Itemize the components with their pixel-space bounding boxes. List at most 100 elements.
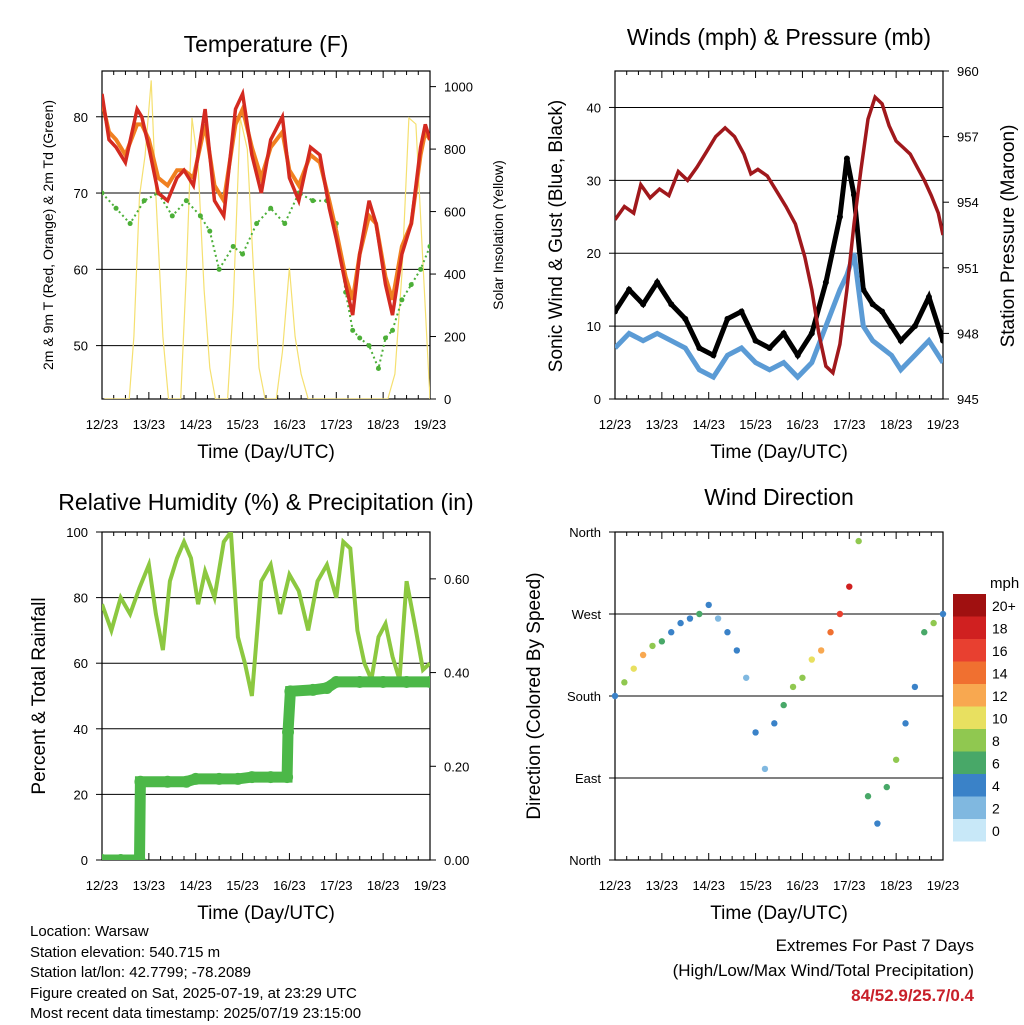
winds-xlabel: Time (Day/UTC) [710, 442, 848, 463]
y2-tick-label: 945 [957, 392, 979, 407]
dewpoint-point [310, 198, 316, 204]
direction-point [686, 615, 694, 622]
extremes-subtitle: (High/Low/Max Wind/Total Precipitation) [672, 961, 974, 980]
precip-point [245, 771, 258, 784]
precip-point [133, 854, 146, 860]
x-tick-label: 15/23 [739, 878, 772, 893]
temperature-panel: Temperature (F) 12/23 13/23 14/23 15/23 16/2… [40, 31, 506, 463]
x-tick-label: 13/23 [646, 878, 679, 893]
precip-point [281, 771, 294, 784]
winds-y2label: Station Pressure (Maroon) [998, 125, 1019, 348]
y2-tick-label: 200 [444, 330, 466, 345]
y2-tick-label: 960 [957, 64, 979, 79]
direction-point [724, 629, 731, 636]
y2-tick-label: 951 [957, 261, 979, 276]
x-tick-label: 13/23 [133, 878, 166, 893]
y-tick-label: East [575, 771, 601, 786]
direction-point [883, 783, 890, 791]
winds-panel: Winds (mph) & Pressure (mb) 12/23 13/23 14… [546, 24, 1019, 463]
y-tick-label: 0 [81, 853, 88, 868]
plot-frame [614, 70, 944, 400]
solar-insolation-line [104, 80, 430, 399]
legend-label: 2 [992, 801, 1000, 817]
legend-swatch [953, 819, 986, 842]
speed-legend-title: mph [990, 575, 1019, 592]
x-tick-label: 19/23 [927, 878, 960, 893]
precip-point [180, 775, 193, 788]
y-tick-label: 60 [74, 656, 88, 671]
x-tick-label: 14/23 [692, 417, 725, 432]
precip-point [424, 675, 430, 688]
legend-swatch [953, 751, 986, 774]
precip-point [114, 854, 127, 860]
direction-point [846, 583, 853, 590]
legend-swatch [953, 616, 986, 639]
y2-tick-label: 0.20 [444, 759, 469, 774]
legend-swatch [953, 639, 986, 662]
station-latlon: Station lat/lon: 42.7799; -78.2089 [30, 964, 252, 981]
x-tick-label: 16/23 [786, 878, 819, 893]
y-tick-label: 40 [587, 100, 601, 115]
y2-tick-label: 400 [444, 267, 466, 282]
precip-point [189, 772, 202, 785]
y2-tick-label: 954 [957, 195, 979, 210]
direction-point [705, 601, 712, 609]
y-tick-label: West [572, 607, 602, 622]
x-tick-label: 16/23 [786, 417, 819, 432]
y-tick-label: South [567, 689, 601, 704]
direction-point [658, 638, 666, 645]
direction-point [911, 683, 919, 691]
y-tick-label: 60 [74, 262, 88, 277]
direction-point [733, 647, 741, 654]
direction-point [939, 610, 947, 618]
direction-point [714, 615, 722, 622]
speed-legend: mph 20+ 18 16 14 12 10 8 6 4 2 0 [953, 575, 1019, 842]
legend-swatch [953, 661, 986, 684]
y-tick-label: North [569, 525, 601, 540]
gust-line [615, 158, 943, 360]
y-tick-label: 40 [74, 722, 88, 737]
temp-2m-line [102, 87, 430, 316]
precip-point [320, 682, 333, 695]
temperature-series [102, 80, 430, 399]
legend-label: 10 [992, 711, 1008, 727]
legend-label: 18 [992, 621, 1008, 637]
precip-point [284, 685, 297, 698]
direction-point [817, 647, 825, 654]
x-tick-label: 12/23 [599, 417, 632, 432]
legend-swatch [953, 706, 986, 729]
temperature-y2label: Solar Insolation (Yellow) [490, 160, 506, 310]
precip-point [306, 683, 319, 696]
y-tick-label: North [569, 853, 601, 868]
x-tick-label: 17/23 [320, 878, 353, 893]
x-tick-label: 17/23 [833, 417, 866, 432]
precip-line [102, 676, 430, 860]
y-tick-label: 50 [74, 339, 88, 354]
direction-point [864, 793, 872, 800]
temperature-title: Temperature (F) [184, 31, 349, 57]
y-tick-label: 0 [594, 392, 601, 407]
y-tick-label: 80 [74, 591, 88, 606]
dewpoint-line [102, 191, 430, 372]
legend-label: 16 [992, 643, 1008, 659]
winds-ylabel: Sonic Wind & Gust (Blue, Black) [546, 100, 567, 372]
x-tick-label: 15/23 [226, 417, 259, 432]
y2-tick-label: 600 [444, 205, 466, 220]
direction-point [630, 665, 637, 672]
x-tick-label: 13/23 [133, 417, 166, 432]
extremes-title: Extremes For Past 7 Days [775, 936, 974, 955]
direction-point [789, 683, 797, 691]
wind-line [615, 252, 943, 381]
direction-point [771, 720, 778, 727]
y2-tick-label: 0.40 [444, 666, 469, 681]
precip-point [161, 775, 174, 788]
x-tick-label: 15/23 [739, 417, 772, 432]
x-tick-label: 14/23 [692, 878, 725, 893]
x-tick-label: 14/23 [179, 417, 212, 432]
humidity-title: Relative Humidity (%) & Precipitation (i… [58, 489, 473, 515]
x-tick-label: 12/23 [86, 417, 119, 432]
x-tick-label: 17/23 [320, 417, 353, 432]
wind-direction-panel: Wind Direction 12/23 13/23 14/23 15/23 16/23… [524, 484, 1019, 924]
y2-tick-label: 0 [444, 392, 451, 407]
x-tick-label: 19/23 [927, 417, 960, 432]
